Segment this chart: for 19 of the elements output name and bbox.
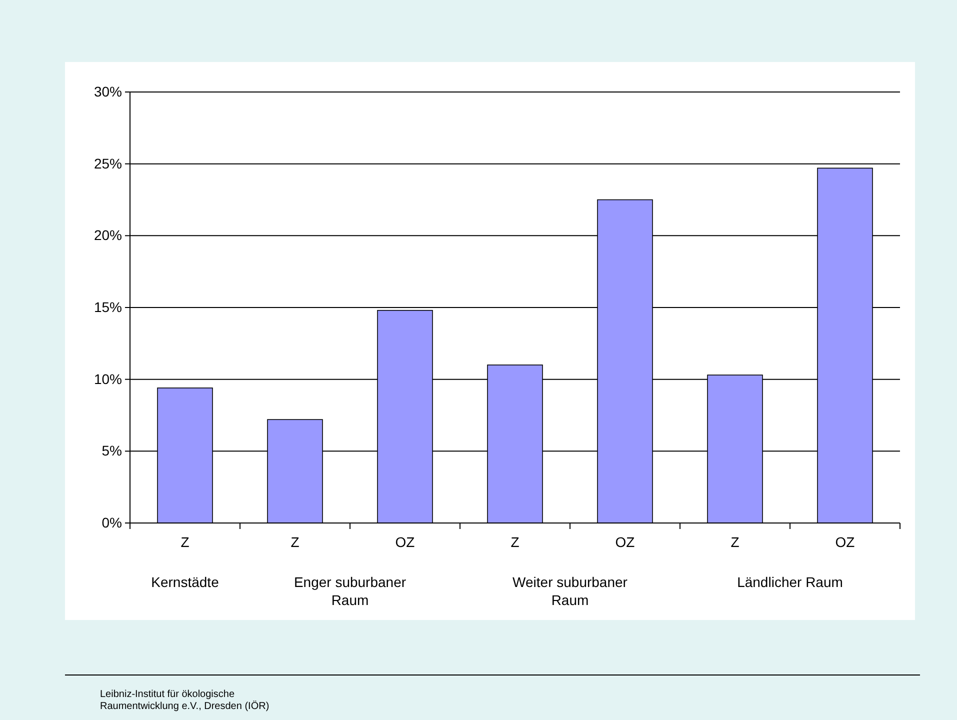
y-tick-label: 15% (94, 298, 122, 315)
y-tick-label: 30% (94, 83, 122, 100)
x-tick-label: Z (510, 534, 520, 550)
x-tick-label: OZ (615, 534, 636, 550)
x-tick-label: Z (180, 534, 190, 550)
text: Ländlicher Raum (737, 574, 843, 590)
text: Leibniz-Institut für ökologische Raumentwicklung e.V., Dresden (IÖR) (100, 689, 270, 712)
x-tick-label: OZ (835, 534, 856, 550)
x-tick-label: Z (730, 534, 740, 550)
y-tick-label: 5% (102, 442, 122, 459)
x-tick-label: OZ (395, 534, 416, 550)
y-tick-label: 20% (94, 227, 122, 244)
y-tick-label: 0% (102, 514, 122, 530)
y-tick-label: 10% (94, 370, 122, 387)
x-tick-label: Z (290, 534, 300, 550)
text: Kernstädte (151, 574, 220, 590)
text: Enger suburbaner Raum (294, 574, 406, 608)
text: Weiter suburbaner Raum (512, 574, 628, 608)
y-tick-label: 25% (94, 155, 122, 172)
